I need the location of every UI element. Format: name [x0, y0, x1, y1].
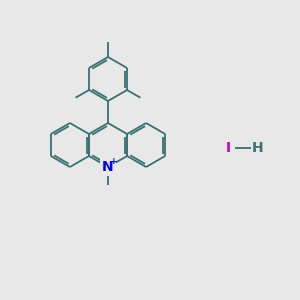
Text: I: I [225, 141, 231, 155]
Text: H: H [252, 141, 264, 155]
Text: N: N [102, 160, 114, 174]
Text: +: + [110, 158, 118, 166]
